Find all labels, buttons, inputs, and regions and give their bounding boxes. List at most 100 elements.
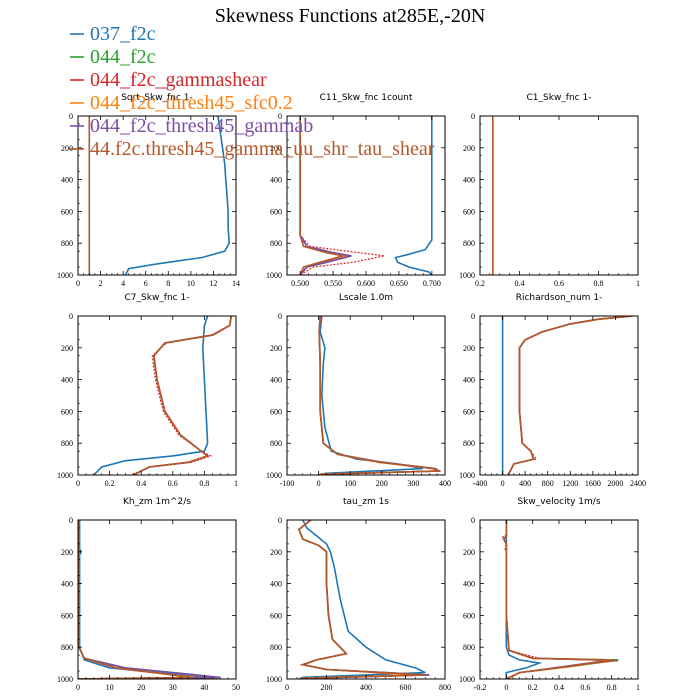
legend-item: 044_f2c [70, 46, 156, 68]
panel-title: Lscale 1.0m [339, 293, 393, 303]
y-tick-label: 0 [69, 312, 73, 321]
x-tick-label: 8 [166, 279, 170, 288]
panel-title: C11_Skw_fnc 1count [320, 93, 413, 103]
series-line [299, 116, 385, 275]
x-tick-label: 0 [285, 683, 289, 692]
y-tick-label: 1000 [266, 675, 282, 684]
panel-title: Richardson_num 1- [516, 293, 603, 303]
y-tick-label: 600 [270, 611, 282, 620]
series-group [297, 520, 430, 679]
x-tick-label: 10 [106, 683, 114, 692]
series-line [318, 316, 442, 475]
series-line [78, 520, 199, 679]
y-tick-label: 400 [270, 176, 282, 185]
series-line [318, 316, 441, 475]
x-tick-label: 800 [542, 479, 554, 488]
panel-title: tau_zm 1s [343, 497, 389, 507]
series-line [297, 520, 430, 679]
x-tick-label: 2400 [630, 479, 646, 488]
y-tick-label: 200 [61, 344, 73, 353]
x-tick-label: 0.4 [554, 683, 564, 692]
series-line [507, 316, 633, 475]
series-line [297, 520, 430, 679]
legend-label: 044_f2c_gammashear [90, 69, 267, 91]
x-tick-label: 10 [187, 279, 195, 288]
x-tick-label: 6 [144, 279, 148, 288]
x-tick-label: 0.6 [580, 683, 590, 692]
y-tick-label: 800 [270, 439, 282, 448]
series-line [93, 316, 209, 475]
series-group [93, 316, 233, 475]
x-tick-label: 30 [169, 683, 177, 692]
x-tick-label: 800 [439, 683, 451, 692]
legend-item: 044_f2c_thresh45_gammab [70, 115, 313, 137]
y-tick-label: 1000 [459, 675, 475, 684]
x-tick-label: 0.550 [324, 279, 342, 288]
y-tick-label: 1000 [57, 471, 73, 480]
y-tick-label: 800 [270, 239, 282, 248]
x-tick-label: 14 [232, 279, 240, 288]
y-tick-label: 200 [270, 144, 282, 153]
y-tick-label: 0 [69, 516, 73, 525]
y-tick-label: 400 [61, 580, 73, 589]
series-line [297, 520, 426, 679]
y-tick-label: 400 [463, 580, 475, 589]
y-tick-label: 200 [61, 548, 73, 557]
y-tick-label: 600 [61, 611, 73, 620]
panel-3: C1_Skw_fnc 1- 0.2 0.4 0.6 0.8 1 0 200 400 600 800 1… [459, 93, 640, 288]
y-tick-label: 200 [463, 144, 475, 153]
y-tick-label: 200 [463, 344, 475, 353]
y-tick-label: 600 [270, 207, 282, 216]
panel-title: Sqrt_Skw_fnc 1- [121, 93, 193, 103]
x-tick-label: 40 [200, 683, 208, 692]
plot-frame [286, 315, 446, 476]
x-tick-label: 12 [209, 279, 217, 288]
x-tick-label: 0 [76, 683, 80, 692]
y-tick-label: 1000 [459, 471, 475, 480]
y-tick-label: 400 [463, 376, 475, 385]
x-tick-label: 0 [501, 479, 505, 488]
y-tick-label: 400 [270, 376, 282, 385]
panel-grid: Sqrt_Skw_fnc 1-0 2 4 6 8 10 12 1402004006008001… [57, 93, 646, 692]
series-group [501, 316, 633, 475]
y-tick-label: 0 [471, 112, 475, 121]
series-line [78, 520, 192, 679]
y-tick-label: 1000 [266, 271, 282, 280]
x-tick-label: 600 [400, 683, 412, 692]
y-tick-label: 1000 [57, 675, 73, 684]
x-tick-label: 50 [232, 683, 240, 692]
x-tick-label: 400 [439, 479, 451, 488]
x-tick-label: 1 [636, 279, 640, 288]
y-tick-label: 400 [270, 580, 282, 589]
y-tick-label: 200 [463, 548, 475, 557]
x-tick-label: 0.4 [136, 479, 146, 488]
x-tick-label: 4 [121, 279, 125, 288]
panel-9: Skw_velocity 1m/s -0.2 0 0.2 0.4 0.6 0.8 1 0 200 4… [459, 497, 640, 692]
y-tick-label: 400 [61, 176, 73, 185]
y-tick-label: 800 [61, 439, 73, 448]
x-tick-label: 400 [519, 479, 531, 488]
y-tick-label: 1000 [57, 271, 73, 280]
series-line [501, 520, 619, 679]
x-tick-label: 0.6 [554, 279, 564, 288]
legend-label: 044_f2c_thresh45_sfc0.2 [90, 92, 293, 114]
x-tick-label: 0.2 [105, 479, 115, 488]
x-tick-label: 1 [636, 683, 640, 692]
x-tick-label: 0.700 [423, 279, 441, 288]
panel-title: C1_Skw_fnc 1- [527, 93, 592, 103]
series-line [298, 520, 430, 679]
y-tick-label: 600 [463, 207, 475, 216]
x-tick-label: 20 [137, 683, 145, 692]
panel-5: Lscale 1.0m -100 0 100 200 300 400 0 200 400 600 80… [266, 293, 451, 488]
legend-item: 044_f2c_thresh45_sfc0.2 [70, 92, 293, 114]
legend-label: 037_f2c [90, 23, 156, 45]
series-line [78, 520, 221, 679]
plot-frame [479, 519, 639, 680]
x-tick-label: 0.8 [607, 683, 617, 692]
panel-2: C11_Skw_fnc 1count 0.500 0.550 0.600 0.650 0.… [266, 93, 446, 288]
x-tick-label: 0.2 [475, 279, 485, 288]
series-group [78, 520, 221, 679]
legend-item: 44.f2c.thresh45_gamma_uu_shr_tau_shear [70, 138, 435, 160]
y-tick-label: 600 [463, 611, 475, 620]
plot-frame [479, 315, 639, 476]
